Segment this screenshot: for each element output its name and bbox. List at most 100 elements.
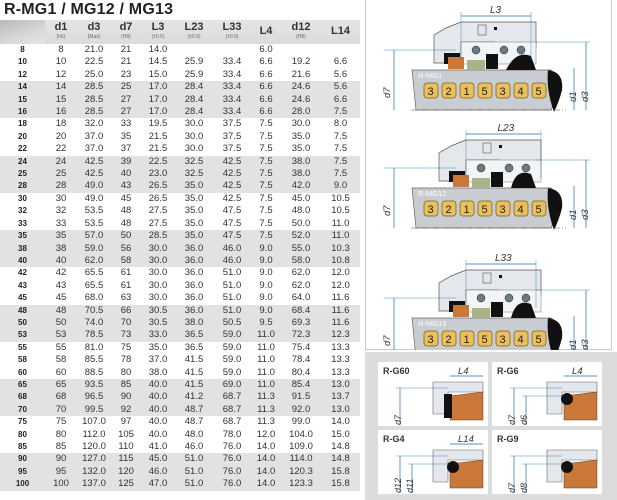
- part-number-badge: [441, 330, 457, 347]
- table-row: 65 65 93.5 85 40.0 41.5 69.0 11.0 85.4 13.0: [0, 378, 360, 392]
- table-cell: 137.0: [77, 478, 111, 491]
- table-cell: 11.3: [251, 391, 281, 404]
- part-number: 5: [482, 86, 488, 98]
- table-cell: 30.0: [184, 143, 204, 155]
- table-cell: 60: [55, 366, 67, 378]
- table-cell: 35.0: [184, 192, 204, 204]
- d3-label: d3: [580, 91, 591, 102]
- table-cell: 36.5: [184, 341, 204, 353]
- table-cell: 7.5: [259, 217, 273, 229]
- table-row: 33 33 53.5 48 27.5 35.0 47.5 7.5 50.0 11.0: [0, 218, 360, 230]
- table-cell: 11.0: [257, 354, 275, 366]
- part-number: 4: [518, 86, 524, 98]
- table-row: 43 43 65.5 61 30.0 36.0 51.0 9.0 62.0 12.0: [0, 280, 360, 292]
- table-cell: 91.5: [281, 391, 321, 404]
- table-row: 58 58 85.5 78 37.0 41.5 59.0 11.0 78.4 13.3: [0, 354, 360, 366]
- table-cell: 10.5: [331, 192, 350, 204]
- o-ring: [471, 45, 481, 55]
- table-cell: 33.4: [213, 81, 251, 94]
- o-ring: [516, 45, 526, 55]
- table-cell: 75: [120, 341, 132, 353]
- table-cell: 43: [111, 180, 141, 193]
- table-cell: 9.0: [251, 242, 281, 255]
- table-cell: 42.5: [213, 168, 251, 181]
- length-label: L14: [458, 434, 474, 445]
- row-size-label: 38: [0, 242, 45, 255]
- table-cell: 32.0: [84, 118, 104, 130]
- table-cell: 65: [45, 378, 77, 392]
- column-header-l14: L14: [321, 20, 360, 44]
- part-number-badge: [459, 330, 475, 347]
- part-number-badge: [513, 200, 529, 217]
- row-size-label: 80: [18, 429, 27, 439]
- table-cell: 55: [55, 341, 67, 353]
- table-cell: 37.0: [148, 354, 168, 366]
- stationary-seat: [448, 57, 464, 69]
- table-cell: 92: [111, 403, 141, 417]
- table-cell: 48.0: [184, 428, 204, 440]
- table-cell: 72.3: [281, 329, 321, 342]
- table-cell: 25.0: [84, 68, 104, 80]
- table-row: 53 53 78.5 73 33.0 36.5 59.0 11.0 72.3 12.3: [0, 329, 360, 342]
- part-number: 5: [536, 334, 542, 346]
- table-cell: 51.0: [222, 279, 242, 291]
- table-cell: 81.0: [84, 341, 104, 353]
- table-cell: 7.5: [259, 143, 273, 155]
- row-size-label: 24: [0, 155, 45, 169]
- table-cell: 30.0: [148, 267, 168, 279]
- row-size-label: 33: [18, 218, 27, 228]
- o-ring: [504, 163, 514, 173]
- table-cell: 11.0: [321, 230, 360, 243]
- o-ring: [476, 163, 486, 173]
- table-cell: 21: [120, 44, 132, 55]
- table-cell: 35.0: [291, 130, 311, 142]
- table-cell: 50.5: [213, 316, 251, 330]
- table-cell: 35: [45, 230, 77, 243]
- row-size-label: 22: [18, 144, 27, 154]
- seat-drawing: R-G60 L4 d7: [383, 366, 484, 425]
- seat-label: R-G60: [383, 366, 410, 376]
- shaft-end-cone: [547, 70, 563, 112]
- table-row: 80 80 112.0 105 40.0 48.0 78.0 12.0 104.0 15.0: [0, 429, 360, 441]
- table-cell: 40.0: [148, 416, 168, 428]
- table-cell: 50: [45, 316, 77, 330]
- part-number: 5: [536, 204, 542, 216]
- table-cell: 48: [120, 217, 132, 229]
- table-cell: 33.4: [222, 68, 242, 80]
- set-screw: [482, 272, 492, 284]
- table-row: 8 8 21.0 21 14.0 6.0: [0, 44, 360, 56]
- table-cell: 47.5: [213, 230, 251, 243]
- table-cell: 38: [45, 242, 77, 255]
- table-cell: 36.0: [184, 279, 204, 291]
- table-cell: 28.0: [281, 106, 321, 119]
- table-cell: 51.0: [222, 267, 242, 279]
- seat-label: R-G9: [497, 434, 519, 444]
- table-row: 95 95 132.0 120 46.0 51.0 76.0 14.0 120.3 15.8: [0, 465, 360, 479]
- d1-label: d1: [568, 209, 579, 220]
- table-cell: 19.5: [148, 118, 168, 130]
- table-cell: 6.6: [251, 81, 281, 94]
- table-cell: 17.0: [141, 81, 175, 94]
- seat-card-r-g60: R-G60 L4 d7: [378, 362, 488, 426]
- table-cell: 36.0: [175, 254, 213, 268]
- table-cell: 8: [58, 44, 64, 55]
- diagram-label: R-MG12: [418, 189, 446, 198]
- table-cell: 14.0: [251, 453, 281, 466]
- row-size-label: 8: [20, 45, 25, 54]
- table-cell: 51.0: [175, 465, 213, 479]
- table-cell: 50: [111, 230, 141, 243]
- header-corner: [0, 20, 45, 44]
- table-cell: 21.0: [84, 44, 104, 55]
- part-number: 3: [500, 86, 506, 98]
- table-cell: 47.5: [222, 217, 242, 229]
- o-ring: [447, 461, 459, 473]
- table-cell: 37.5: [222, 130, 242, 142]
- table-cell: 33.4: [213, 93, 251, 107]
- table-cell: 30.0: [148, 279, 168, 291]
- part-number-badge: [423, 330, 439, 347]
- column-label: d1: [54, 20, 68, 33]
- table-cell: 14.0: [251, 478, 281, 491]
- table-cell: 41.5: [175, 378, 213, 392]
- row-size-label: 15: [0, 93, 45, 107]
- table-row: 75 75 107.0 97 40.0 48.7 68.7 11.3 99.0 14.0: [0, 416, 360, 428]
